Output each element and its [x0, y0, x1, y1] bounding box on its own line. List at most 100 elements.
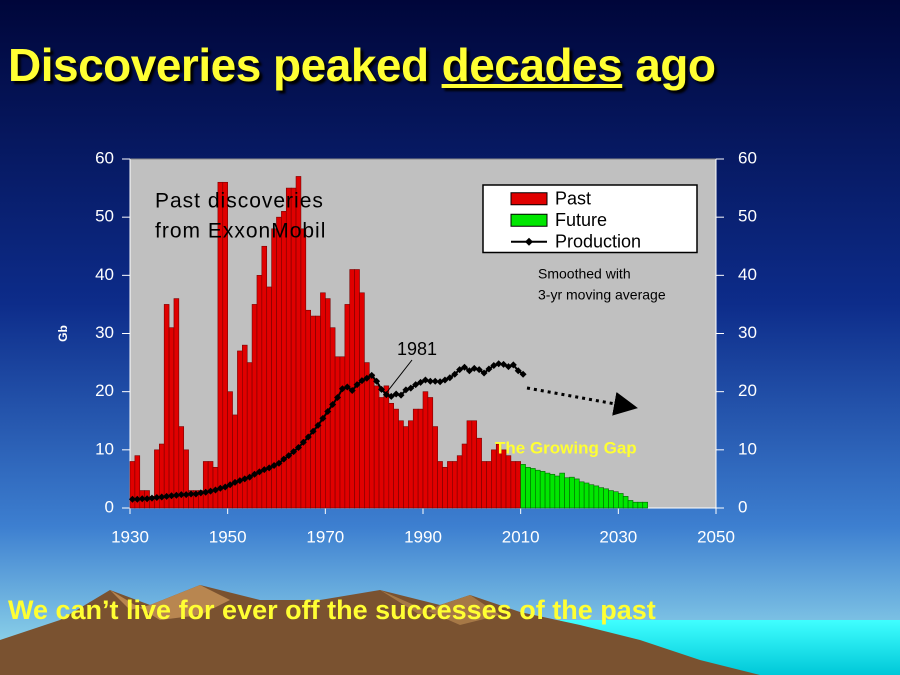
bar	[510, 461, 517, 509]
title-emphasis: decades	[441, 39, 623, 91]
bar	[608, 490, 614, 509]
bar	[422, 391, 429, 509]
bar	[559, 472, 565, 509]
bar	[544, 472, 551, 509]
annotation: 3-yr moving average	[538, 287, 666, 303]
production-marker	[226, 481, 234, 489]
bar	[447, 461, 453, 509]
bar	[627, 500, 634, 509]
bar	[310, 315, 316, 509]
bar	[222, 181, 228, 509]
production-marker	[480, 369, 488, 377]
mountain-light	[380, 590, 500, 625]
production-marker	[158, 493, 166, 501]
bar	[168, 327, 175, 509]
x-tick-label: 2050	[697, 527, 735, 546]
legend-swatch	[510, 213, 548, 227]
production-marker	[172, 491, 180, 499]
bar	[588, 484, 595, 509]
production-marker	[412, 381, 420, 389]
bar	[383, 385, 390, 509]
y2-tick-label: 40	[738, 265, 757, 284]
bar	[325, 298, 331, 509]
bar	[622, 496, 629, 509]
y2-tick-label: 10	[738, 439, 757, 458]
bar	[266, 286, 272, 509]
production-marker	[456, 366, 464, 374]
production-marker	[294, 444, 302, 452]
production-marker	[441, 376, 449, 384]
bar	[232, 414, 238, 509]
production-marker	[153, 494, 161, 502]
production-marker	[290, 448, 298, 456]
production-marker	[133, 495, 141, 503]
y2-tick-label: 50	[738, 207, 757, 226]
bar	[305, 309, 311, 509]
annotation: 1981	[397, 339, 437, 359]
production-marker	[270, 462, 278, 470]
bar	[378, 397, 385, 509]
production-marker	[265, 464, 273, 472]
bar	[393, 408, 399, 509]
x-tick-label: 1950	[209, 527, 247, 546]
production-marker	[182, 491, 190, 499]
production-marker	[314, 421, 322, 429]
production-marker	[168, 492, 176, 500]
bar	[491, 449, 497, 509]
production-marker	[255, 468, 263, 476]
title-part: Discoveries peaked	[8, 39, 429, 91]
bar	[554, 475, 561, 509]
bar	[339, 356, 346, 509]
legend-swatch	[525, 237, 533, 246]
bar	[603, 488, 609, 509]
bar	[515, 461, 521, 509]
production-marker	[495, 360, 503, 368]
production-marker	[163, 492, 171, 500]
y-tick-label: 30	[95, 323, 114, 342]
y-tick-label: 60	[95, 148, 114, 167]
production-marker	[407, 384, 415, 392]
bar	[202, 461, 209, 509]
production-marker	[143, 495, 151, 503]
x-tick-label: 1970	[306, 527, 344, 546]
bar	[417, 408, 424, 509]
y-tick-label: 20	[95, 381, 114, 400]
production-marker	[280, 455, 288, 463]
bar	[535, 469, 541, 509]
production-marker	[304, 433, 312, 441]
production-marker	[509, 361, 517, 369]
bar	[583, 482, 590, 509]
bar	[549, 473, 556, 509]
production-marker	[461, 363, 469, 371]
production-marker	[500, 360, 508, 368]
y-tick-label: 10	[95, 439, 114, 458]
bar	[173, 298, 180, 509]
mountain-light	[110, 585, 230, 620]
x-tick-label: 2010	[502, 527, 540, 546]
y-axis-label: Gb	[56, 325, 70, 342]
production-marker	[207, 487, 215, 495]
production-marker	[197, 489, 205, 497]
bar	[525, 466, 531, 509]
x-tick-label: 1990	[404, 527, 442, 546]
bar	[486, 461, 492, 509]
production-marker	[216, 484, 224, 492]
bar	[183, 449, 189, 509]
production-marker	[421, 376, 429, 384]
bar	[134, 455, 141, 509]
production-marker	[329, 400, 337, 408]
production-marker	[148, 494, 156, 502]
bar	[300, 228, 307, 509]
x-tick-label: 2030	[599, 527, 637, 546]
bar	[481, 461, 487, 509]
production-marker	[251, 470, 259, 478]
production-marker	[128, 495, 136, 503]
bar	[364, 362, 370, 509]
bar	[442, 466, 448, 509]
bar	[334, 356, 341, 509]
bar	[246, 362, 253, 509]
production-marker	[417, 378, 425, 386]
y2-tick-label: 60	[738, 148, 757, 167]
